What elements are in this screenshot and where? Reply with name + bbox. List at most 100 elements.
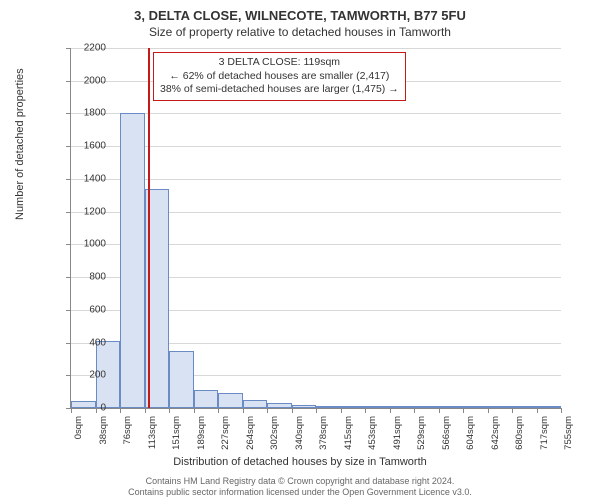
bar bbox=[316, 406, 341, 408]
ytick-mark bbox=[66, 244, 71, 245]
xtick-mark bbox=[71, 408, 72, 413]
xtick-mark bbox=[390, 408, 391, 413]
bar bbox=[218, 393, 243, 408]
xtick-label: 151sqm bbox=[171, 416, 182, 450]
ytick-label: 1800 bbox=[84, 108, 106, 119]
xtick-mark bbox=[341, 408, 342, 413]
ytick-mark bbox=[66, 375, 71, 376]
xtick-mark bbox=[512, 408, 513, 413]
xtick-mark bbox=[169, 408, 170, 413]
xtick-mark bbox=[316, 408, 317, 413]
bar bbox=[120, 113, 145, 408]
ytick-mark bbox=[66, 343, 71, 344]
xtick-label: 642sqm bbox=[490, 416, 501, 450]
bar bbox=[463, 406, 488, 408]
xtick-label: 755sqm bbox=[563, 416, 574, 450]
bar bbox=[537, 406, 562, 408]
xtick-label: 604sqm bbox=[465, 416, 476, 450]
ytick-label: 1000 bbox=[84, 239, 106, 250]
gridline bbox=[71, 113, 561, 114]
xtick-label: 453sqm bbox=[367, 416, 378, 450]
ytick-mark bbox=[66, 179, 71, 180]
ytick-label: 200 bbox=[89, 370, 106, 381]
ytick-label: 1400 bbox=[84, 173, 106, 184]
xtick-label: 415sqm bbox=[343, 416, 354, 450]
xtick-label: 566sqm bbox=[441, 416, 452, 450]
annotation-line3: 38% of semi-detached houses are larger (… bbox=[160, 83, 399, 97]
xtick-mark bbox=[488, 408, 489, 413]
ytick-label: 800 bbox=[89, 272, 106, 283]
xtick-mark bbox=[439, 408, 440, 413]
xtick-mark bbox=[145, 408, 146, 413]
ytick-label: 1200 bbox=[84, 206, 106, 217]
xtick-label: 264sqm bbox=[245, 416, 256, 450]
xtick-mark bbox=[243, 408, 244, 413]
ytick-label: 600 bbox=[89, 304, 106, 315]
xtick-label: 227sqm bbox=[220, 416, 231, 450]
ytick-label: 0 bbox=[100, 403, 106, 414]
xtick-mark bbox=[537, 408, 538, 413]
xtick-label: 378sqm bbox=[318, 416, 329, 450]
footer-line1: Contains HM Land Registry data © Crown c… bbox=[0, 476, 600, 487]
annotation-line2: ← 62% of detached houses are smaller (2,… bbox=[160, 70, 399, 84]
footer-line2: Contains public sector information licen… bbox=[0, 487, 600, 498]
xtick-label: 529sqm bbox=[416, 416, 427, 450]
title-main: 3, DELTA CLOSE, WILNECOTE, TAMWORTH, B77… bbox=[0, 0, 600, 23]
ytick-mark bbox=[66, 48, 71, 49]
xtick-label: 717sqm bbox=[539, 416, 550, 450]
xtick-mark bbox=[96, 408, 97, 413]
xtick-label: 38sqm bbox=[98, 416, 109, 445]
bar bbox=[439, 406, 464, 408]
xtick-label: 189sqm bbox=[196, 416, 207, 450]
xtick-mark bbox=[292, 408, 293, 413]
xtick-label: 491sqm bbox=[392, 416, 403, 450]
bar bbox=[71, 401, 96, 408]
xtick-label: 113sqm bbox=[147, 416, 158, 449]
gridline bbox=[71, 146, 561, 147]
xtick-mark bbox=[194, 408, 195, 413]
bar bbox=[243, 400, 268, 408]
ytick-mark bbox=[66, 113, 71, 114]
xtick-mark bbox=[120, 408, 121, 413]
bar bbox=[341, 406, 366, 408]
reference-line bbox=[148, 48, 150, 408]
ytick-mark bbox=[66, 277, 71, 278]
bar bbox=[292, 405, 317, 408]
ytick-mark bbox=[66, 212, 71, 213]
chart-area: 3 DELTA CLOSE: 119sqm← 62% of detached h… bbox=[70, 48, 561, 409]
ytick-mark bbox=[66, 310, 71, 311]
bar bbox=[414, 406, 439, 408]
xtick-mark bbox=[267, 408, 268, 413]
bar bbox=[488, 406, 513, 408]
ytick-label: 400 bbox=[89, 337, 106, 348]
xtick-label: 0sqm bbox=[73, 416, 84, 439]
y-axis-label: Number of detached properties bbox=[14, 68, 26, 220]
ytick-label: 2000 bbox=[84, 75, 106, 86]
bar bbox=[365, 406, 390, 408]
ytick-mark bbox=[66, 146, 71, 147]
xtick-mark bbox=[218, 408, 219, 413]
xtick-mark bbox=[365, 408, 366, 413]
bar bbox=[267, 403, 292, 408]
ytick-mark bbox=[66, 81, 71, 82]
xtick-label: 76sqm bbox=[122, 416, 133, 445]
title-sub: Size of property relative to detached ho… bbox=[0, 23, 600, 39]
xtick-label: 302sqm bbox=[269, 416, 280, 450]
annotation-line1: 3 DELTA CLOSE: 119sqm bbox=[160, 56, 399, 70]
annotation-box: 3 DELTA CLOSE: 119sqm← 62% of detached h… bbox=[153, 52, 406, 101]
footer-attribution: Contains HM Land Registry data © Crown c… bbox=[0, 476, 600, 498]
ytick-label: 2200 bbox=[84, 43, 106, 54]
xtick-mark bbox=[561, 408, 562, 413]
bar bbox=[512, 406, 537, 408]
x-axis-label: Distribution of detached houses by size … bbox=[0, 456, 600, 468]
xtick-mark bbox=[463, 408, 464, 413]
bar bbox=[390, 406, 415, 408]
bar bbox=[169, 351, 194, 408]
gridline bbox=[71, 48, 561, 49]
xtick-mark bbox=[414, 408, 415, 413]
xtick-label: 680sqm bbox=[514, 416, 525, 450]
ytick-label: 1600 bbox=[84, 141, 106, 152]
xtick-label: 340sqm bbox=[294, 416, 305, 450]
gridline bbox=[71, 179, 561, 180]
bar bbox=[194, 390, 219, 408]
